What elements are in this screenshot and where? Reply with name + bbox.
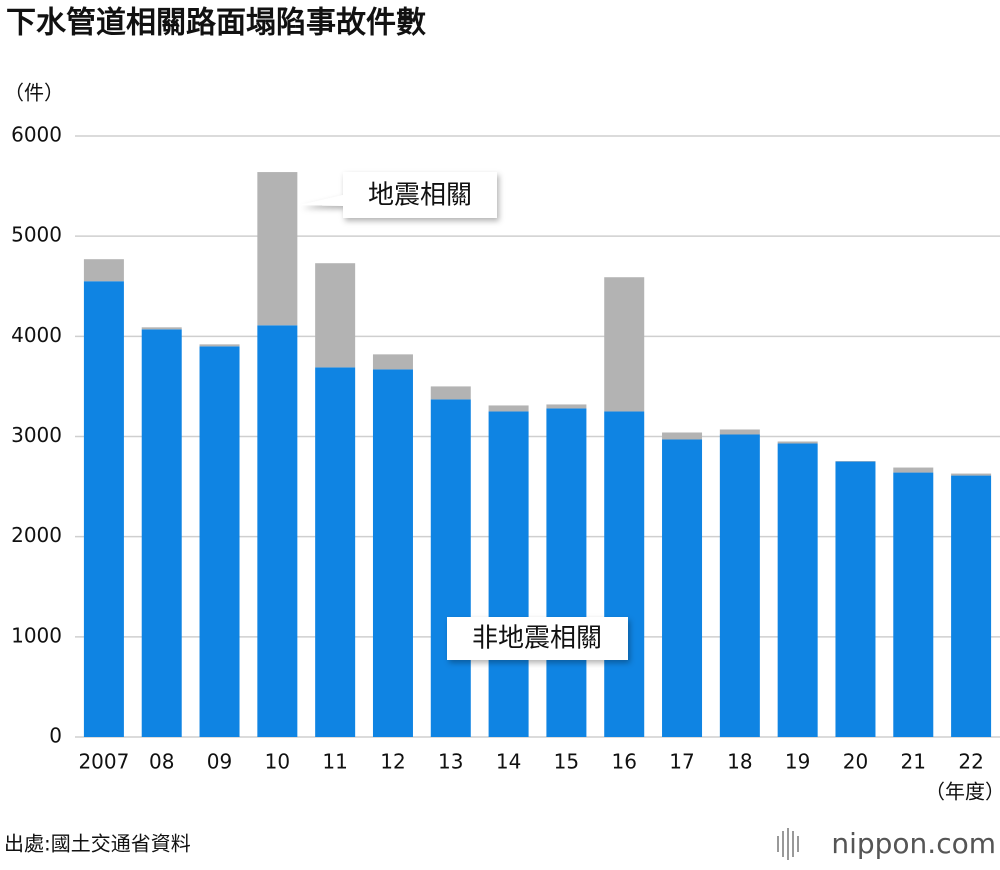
bar-segment bbox=[893, 467, 934, 473]
legend-label: 非地震相關 bbox=[472, 624, 602, 654]
bar-segment bbox=[777, 443, 818, 737]
bar-segment bbox=[83, 281, 124, 737]
x-tick-label: 13 bbox=[438, 750, 463, 774]
bar-segment bbox=[430, 399, 471, 737]
bar-segment bbox=[315, 263, 356, 368]
y-tick-label: 6000 bbox=[11, 123, 62, 147]
x-tick-label: 18 bbox=[727, 750, 752, 774]
bar-segment bbox=[83, 259, 124, 282]
x-tick-label: 10 bbox=[265, 750, 290, 774]
x-tick-label: 08 bbox=[149, 750, 174, 774]
x-tick-label: 21 bbox=[901, 750, 926, 774]
x-axis-label: （年度） bbox=[925, 780, 1000, 804]
y-tick-label: 5000 bbox=[11, 223, 62, 247]
plot-area: 0 1000 2000 3000 4000 5000 6000 2007 08 09 10 11 12 1… bbox=[11, 123, 1000, 774]
bar-segment bbox=[430, 386, 471, 400]
bar-segment bbox=[141, 327, 182, 330]
bar-segment bbox=[199, 344, 240, 347]
bar-segment bbox=[257, 172, 298, 326]
x-tick-label: 17 bbox=[669, 750, 694, 774]
x-tick-label: 14 bbox=[496, 750, 521, 774]
bar-segment bbox=[835, 461, 876, 737]
bar-segment bbox=[951, 475, 992, 737]
bar-segment bbox=[546, 408, 587, 737]
annotation-quake: 地震相關 bbox=[300, 172, 497, 218]
bar-segment bbox=[372, 369, 413, 737]
bar-segment bbox=[315, 367, 356, 737]
legend-label: 地震相關 bbox=[368, 181, 472, 211]
y-tick-label: 0 bbox=[49, 724, 62, 748]
bar-segment bbox=[951, 473, 992, 476]
bar-segment bbox=[546, 404, 587, 409]
y-tick-label: 2000 bbox=[11, 523, 62, 547]
bar-segment bbox=[719, 434, 760, 737]
x-tick-label: 19 bbox=[785, 750, 810, 774]
y-tick-label: 1000 bbox=[11, 623, 62, 647]
brand-icon bbox=[777, 828, 799, 860]
bar-segment bbox=[604, 277, 645, 412]
annotation-nonquake: 非地震相關 bbox=[447, 617, 628, 660]
x-tick-label: 09 bbox=[207, 750, 232, 774]
x-tick-label: 15 bbox=[554, 750, 579, 774]
bar-segment bbox=[777, 441, 818, 444]
bar-segment bbox=[488, 405, 529, 412]
bar-segment bbox=[199, 346, 240, 737]
bar-segment bbox=[835, 461, 876, 462]
bar-segment bbox=[141, 329, 182, 737]
x-tick-label: 12 bbox=[380, 750, 405, 774]
y-tick-label: 4000 bbox=[11, 323, 62, 347]
bar-segment bbox=[662, 439, 703, 737]
source: 出處:國土交通省資料 bbox=[4, 832, 191, 856]
bar-segment bbox=[893, 472, 934, 737]
bar-segment bbox=[662, 432, 703, 440]
brand: nippon.com bbox=[831, 827, 996, 860]
chart-title: 下水管道相關路面塌陷事故件數 bbox=[6, 6, 426, 41]
bar-segment bbox=[719, 429, 760, 435]
x-tick-label: 16 bbox=[611, 750, 636, 774]
x-tick-label: 2007 bbox=[78, 750, 129, 774]
x-tick-label: 20 bbox=[843, 750, 868, 774]
bar-segment bbox=[604, 411, 645, 737]
x-tick-label: 11 bbox=[322, 750, 347, 774]
y-tick-label: 3000 bbox=[11, 423, 62, 447]
bar-segment bbox=[488, 411, 529, 737]
bar-segment bbox=[257, 325, 298, 737]
y-axis-label: （件） bbox=[4, 81, 64, 105]
bar-segment bbox=[372, 354, 413, 370]
x-tick-label: 22 bbox=[958, 750, 983, 774]
